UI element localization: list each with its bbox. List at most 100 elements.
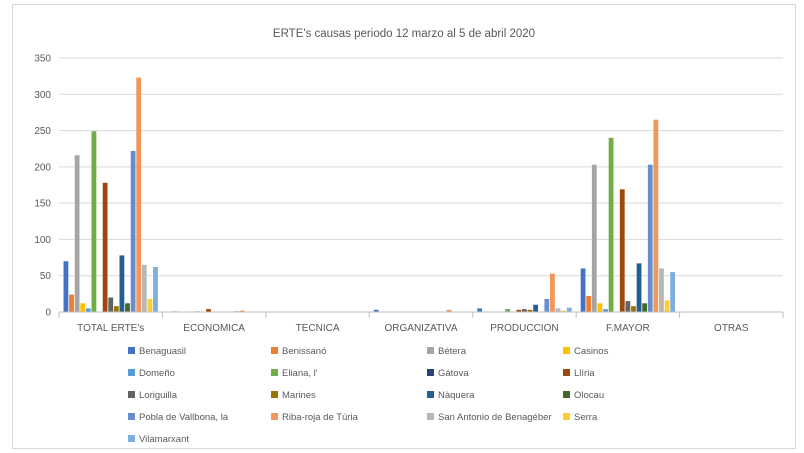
legend-swatch xyxy=(427,413,434,420)
bar xyxy=(522,309,527,312)
bar xyxy=(102,182,108,312)
bar xyxy=(136,77,142,312)
legend-swatch xyxy=(563,413,570,420)
legend-swatch xyxy=(128,413,135,420)
bar xyxy=(566,307,572,312)
bar xyxy=(69,294,74,312)
bar xyxy=(91,131,97,312)
legend-swatch xyxy=(271,413,278,420)
y-tick-label: 200 xyxy=(34,162,51,173)
bar xyxy=(625,301,631,312)
y-tick-label: 350 xyxy=(34,54,51,65)
bar xyxy=(80,303,86,312)
legend-label: Bétera xyxy=(438,346,467,357)
legend-swatch xyxy=(427,347,434,354)
bar xyxy=(119,255,125,312)
bar xyxy=(141,264,147,312)
legend-label: Casinos xyxy=(574,346,609,357)
legend-label: Eliana, l' xyxy=(282,368,318,379)
legend-swatch xyxy=(128,369,135,376)
chart-svg: ERTE's causas periodo 12 marzo al 5 de a… xyxy=(34,28,784,445)
legend-swatch xyxy=(427,391,434,398)
y-tick-label: 50 xyxy=(40,271,52,282)
legend: Benaguasil Benissanó Bétera Casinos Domeño El… xyxy=(128,346,609,445)
bar xyxy=(516,309,522,312)
legend-label: Gátova xyxy=(438,368,469,379)
legend-label: Loriguilla xyxy=(139,390,178,401)
legend-swatch xyxy=(563,369,570,376)
y-tick-label: 0 xyxy=(45,308,51,319)
legend-label: Marines xyxy=(282,390,316,401)
chart-frame: ERTE's causas periodo 12 marzo al 5 de a… xyxy=(12,4,796,449)
bar xyxy=(125,303,130,312)
legend-label: Llíria xyxy=(574,368,595,379)
bar xyxy=(636,263,642,312)
bar xyxy=(74,155,80,312)
legend-label: Serra xyxy=(574,412,598,423)
bar xyxy=(147,298,153,312)
legend-label: Benaguasil xyxy=(139,346,186,357)
legend-label: Riba-roja de Túria xyxy=(282,412,359,423)
bar xyxy=(477,308,483,312)
legend-swatch xyxy=(271,347,278,354)
bar xyxy=(664,300,670,312)
legend-label: San Antonio de Benagéber xyxy=(438,412,552,423)
gridlines xyxy=(59,57,783,313)
bar xyxy=(239,310,245,312)
bar xyxy=(642,303,648,312)
chart-title: ERTE's causas periodo 12 marzo al 5 de a… xyxy=(273,28,535,40)
legend-label: Pobla de Vallbona, la xyxy=(139,412,229,423)
bar xyxy=(108,297,114,312)
bar xyxy=(533,304,539,312)
bars xyxy=(63,77,676,312)
bar xyxy=(659,268,664,312)
legend-swatch xyxy=(128,347,135,354)
bar xyxy=(561,310,567,312)
x-tick-label: ORGANIZATIVA xyxy=(385,323,458,334)
bar xyxy=(603,309,608,312)
legend-swatch xyxy=(128,391,135,398)
x-tick-label: TOTAL ERTE's xyxy=(77,323,144,334)
legend-swatch xyxy=(427,369,434,376)
y-tick-label: 300 xyxy=(34,90,51,101)
y-tick-label: 150 xyxy=(34,199,51,210)
legend-swatch xyxy=(563,391,570,398)
legend-label: Domeño xyxy=(139,368,175,379)
bar xyxy=(550,273,555,312)
legend-label: Benissanó xyxy=(282,346,326,357)
axes: 0 50 100 150 200 250 300 350 TOTAL ERTE's ECONOMI… xyxy=(34,54,784,334)
bar xyxy=(113,306,119,312)
x-tick-label: PRODUCCION xyxy=(490,323,558,334)
x-tick-label: F.MAYOR xyxy=(606,323,650,334)
bar xyxy=(555,308,561,312)
bar xyxy=(206,309,211,312)
x-tick-label: ECONOMICA xyxy=(183,323,245,334)
x-tick-label: TECNICA xyxy=(296,323,340,334)
bar xyxy=(647,164,653,312)
x-tick-label: OTRAS xyxy=(714,323,749,334)
legend-label: Vilamarxant xyxy=(139,434,189,445)
legend-swatch xyxy=(563,347,570,354)
bar xyxy=(544,298,550,312)
y-tick-label: 100 xyxy=(34,235,51,246)
legend-swatch xyxy=(271,391,278,398)
bar xyxy=(85,308,91,312)
bar xyxy=(527,309,533,312)
bar xyxy=(608,137,614,312)
bar xyxy=(63,261,69,312)
bar xyxy=(153,267,158,312)
legend-label: Nàquera xyxy=(438,390,475,401)
legend-swatch xyxy=(271,369,278,376)
y-tick-label: 250 xyxy=(34,126,51,137)
bar xyxy=(446,309,452,312)
legend-label: Olocau xyxy=(574,390,604,401)
bar xyxy=(586,296,592,312)
legend-swatch xyxy=(128,435,135,442)
bar xyxy=(591,164,597,312)
bar xyxy=(631,306,636,312)
bar xyxy=(580,268,586,312)
bar xyxy=(670,272,676,312)
bar xyxy=(597,303,603,312)
bar xyxy=(653,119,659,312)
bar xyxy=(130,150,136,312)
